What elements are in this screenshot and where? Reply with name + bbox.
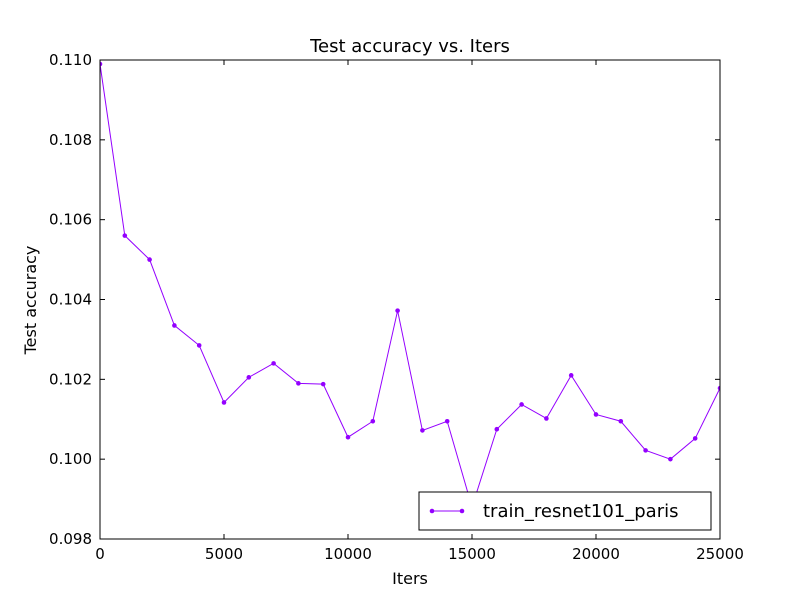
plot-frame [99,59,721,540]
x-tick-label: 25000 [696,545,744,563]
ticks: 0 5000 10000 15000 20000 25000 0.098 0.100 0.102… [49,51,744,563]
data-point [147,257,152,262]
y-tick-label: 0.098 [49,530,92,548]
series-layer [100,61,720,510]
x-axis-label: Iters [392,569,428,588]
data-point [420,428,425,433]
y-tick-label: 0.100 [49,450,92,468]
data-point [271,361,276,366]
data-point [668,456,673,462]
x-tick-label: 5000 [205,545,243,563]
data-point [544,416,549,421]
plot-border [99,59,721,540]
data-point [370,418,376,424]
y-tick-label: 0.108 [49,131,92,149]
x-tick-label: 20000 [572,545,620,563]
data-point [444,418,450,424]
y-tick-label: 0.110 [49,51,92,69]
y-axis-label: Test accuracy [21,246,40,356]
data-point [320,381,326,387]
data-point [196,343,202,348]
data-point [717,385,720,391]
data-point [568,373,574,378]
data-point [519,402,524,407]
data-point [221,400,227,405]
data-point [172,323,177,328]
legend-marker [429,508,435,514]
legend-label: train_resnet101_paris [483,501,679,522]
y-tick-label: 0.106 [49,211,92,229]
data-point [395,308,400,313]
x-tick-label: 15000 [448,545,496,563]
data-point [100,61,103,67]
data-point [345,434,351,440]
x-tick-label: 10000 [324,545,372,563]
legend: train_resnet101_paris [418,491,712,531]
data-point [618,418,624,424]
data-point [122,233,128,238]
x-tick-label: 0 [95,545,105,563]
series-line [100,63,720,509]
data-point [593,412,599,417]
data-point [494,426,500,432]
data-point [296,381,301,386]
y-tick-label: 0.102 [49,370,92,388]
legend-marker [459,508,465,514]
y-tick-label: 0.104 [49,291,92,309]
chart-title: Test accuracy vs. Iters [309,36,510,57]
legend-box [418,491,712,531]
data-point [643,448,648,453]
data-point [692,436,698,441]
series-0 [100,61,720,510]
data-point [246,375,252,380]
